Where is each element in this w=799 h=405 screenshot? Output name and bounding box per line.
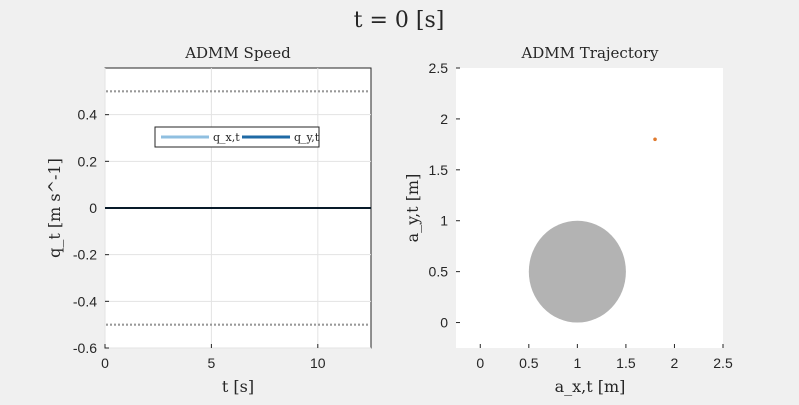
speed-legend: q_x,t q_y,t bbox=[154, 126, 320, 148]
speed-xtick-label: 5 bbox=[208, 355, 216, 371]
agent-position-point bbox=[653, 137, 657, 142]
speed-ticks: 0 5 10 -0.6 -0.4 -0.2 0 0.2 0.4 bbox=[73, 107, 326, 371]
trajectory-xtick-label: 0 bbox=[476, 355, 484, 371]
trajectory-xtick-label: 1.5 bbox=[616, 355, 636, 371]
figure-title: t = 0 [s] bbox=[354, 8, 445, 33]
obstacle-circle bbox=[528, 220, 626, 323]
speed-bounds bbox=[106, 90, 370, 326]
speed-xtick-label: 0 bbox=[101, 355, 109, 371]
trajectory-ytick-label: 0 bbox=[440, 315, 448, 331]
speed-xtick-label: 10 bbox=[310, 355, 326, 371]
trajectory-xtick-label: 0.5 bbox=[519, 355, 539, 371]
speed-ytick-label: -0.4 bbox=[73, 293, 97, 309]
legend-label-qx: q_x,t bbox=[213, 131, 240, 144]
speed-ytick-label: 0.4 bbox=[78, 107, 98, 123]
speed-ytick-label: 0.2 bbox=[78, 153, 98, 169]
trajectory-marks bbox=[528, 137, 657, 323]
trajectory-axes: 0 0.5 1 1.5 2 2.5 0 0.5 1 1.5 2 2.5 ADMM Trajectory… bbox=[403, 44, 733, 396]
speed-title: ADMM Speed bbox=[184, 44, 291, 62]
speed-ytick-label: 0 bbox=[89, 200, 97, 216]
speed-ylabel: q_t [m s^-1] bbox=[45, 158, 64, 258]
trajectory-ytick-label: 0.5 bbox=[429, 264, 449, 280]
trajectory-xtick-label: 2.5 bbox=[713, 355, 733, 371]
speed-ytick-label: -0.6 bbox=[73, 340, 97, 356]
speed-xlabel: t [s] bbox=[222, 377, 254, 396]
trajectory-ytick-label: 1 bbox=[440, 213, 448, 229]
trajectory-ytick-label: 2 bbox=[440, 111, 448, 127]
trajectory-title: ADMM Trajectory bbox=[520, 44, 659, 62]
trajectory-ytick-label: 1.5 bbox=[429, 162, 449, 178]
trajectory-xtick-label: 1 bbox=[573, 355, 581, 371]
legend-box bbox=[154, 126, 320, 148]
trajectory-ylabel: a_y,t [m] bbox=[403, 174, 422, 243]
trajectory-ticks: 0 0.5 1 1.5 2 2.5 0 0.5 1 1.5 2 2.5 bbox=[429, 60, 733, 371]
speed-axes: 0 5 10 -0.6 -0.4 -0.2 0 0.2 0.4 ADMM Speed t [s]… bbox=[45, 44, 372, 396]
legend-label-qy: q_y,t bbox=[294, 131, 320, 144]
speed-ytick-label: -0.2 bbox=[73, 247, 97, 263]
trajectory-xlabel: a_x,t [m] bbox=[555, 377, 626, 396]
trajectory-xtick-label: 2 bbox=[671, 355, 679, 371]
trajectory-ytick-label: 2.5 bbox=[429, 60, 449, 76]
